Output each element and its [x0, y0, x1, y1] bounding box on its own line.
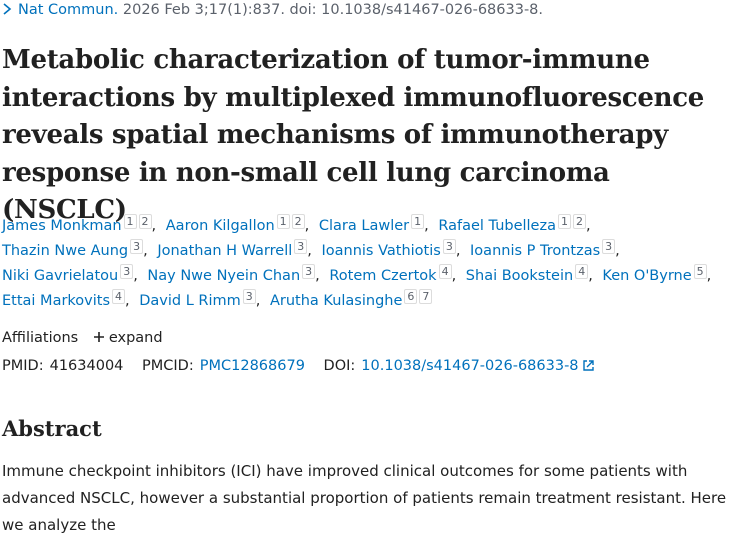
expand-toggle[interactable]: expand — [93, 330, 163, 346]
author: Clara Lawler 1, — [318, 214, 434, 234]
pmid-value: 41634004 — [49, 358, 124, 374]
author-name[interactable]: Ken O'Byrne — [602, 268, 692, 284]
author: Ken O'Byrne 5, — [602, 264, 716, 284]
author: Arutha Kulasinghe 6 7 — [269, 289, 433, 309]
author: Shai Bookstein 4, — [465, 264, 598, 284]
affiliation-number[interactable]: 3 — [120, 264, 134, 279]
author-separator: , — [315, 268, 320, 284]
affiliation-number[interactable]: 3 — [294, 239, 308, 254]
affiliation-number[interactable]: 7 — [419, 289, 433, 304]
page: {"citation": {"journal": "Nat Commun.", … — [2, 2, 742, 534]
author-separator: , — [133, 268, 138, 284]
author-list: James Monkman 1 2, Aaron Kilgallon 1 2, Clar… — [2, 214, 742, 314]
author-name[interactable]: Ioannis Vathiotis — [321, 243, 441, 259]
author-separator: , — [143, 243, 148, 259]
author-name[interactable]: Jonathan H Warrell — [157, 243, 293, 259]
author-separator: , — [455, 243, 461, 259]
affiliation-number[interactable]: 4 — [438, 264, 452, 279]
doi-link[interactable]: 10.1038/s41467-026-68633-8 — [361, 358, 579, 374]
author: Rafael Tubelleza 1 2, — [438, 214, 595, 234]
author-separator: , — [424, 218, 429, 234]
affiliation-number[interactable]: 1 — [557, 214, 571, 229]
author: Ettai Markovits 4, — [2, 289, 135, 309]
affiliation-number[interactable]: 4 — [575, 264, 589, 279]
affiliation-number[interactable]: 5 — [693, 264, 707, 279]
author: Ioannis Vathiotis 3, — [321, 239, 465, 259]
author-name[interactable]: Nay Nwe Nyein Chan — [147, 268, 301, 284]
doi: DOI: 10.1038/s41467-026-68633-8 — [324, 358, 595, 374]
affiliation-number[interactable]: 3 — [442, 239, 456, 254]
citation-details: 2026 Feb 3;17(1):837. doi: 10.1038/s4146… — [122, 2, 544, 18]
expand-label[interactable]: expand — [108, 330, 163, 346]
abstract-heading: Abstract — [2, 416, 102, 441]
author-name[interactable]: Ettai Markovits — [2, 293, 111, 309]
author-name[interactable]: Shai Bookstein — [465, 268, 574, 284]
affiliation-number[interactable]: 1 — [276, 214, 290, 229]
pmcid-link[interactable]: PMC12868679 — [199, 358, 305, 374]
page-body: Nat Commun. 2026 Feb 3;17(1):837. doi: 1… — [2, 2, 742, 534]
author-name[interactable]: Ioannis P Trontzas — [470, 243, 601, 259]
affiliation-number[interactable]: 3 — [302, 264, 316, 279]
citation: Nat Commun. 2026 Feb 3;17(1):837. doi: 1… — [2, 2, 543, 18]
plus-icon — [93, 332, 104, 342]
author-name[interactable]: Rotem Czertok — [329, 268, 437, 284]
article-title: Metabolic characterization of tumor-immu… — [2, 45, 705, 225]
author: Jonathan H Warrell 3, — [157, 239, 317, 259]
affiliations-label: Affiliations — [2, 330, 79, 346]
author: Nay Nwe Nyein Chan 3, — [147, 264, 324, 284]
affiliation-number[interactable]: 1 — [411, 214, 425, 229]
author: Niki Gavrielatou 3, — [2, 264, 143, 284]
author-name[interactable]: Arutha Kulasinghe — [269, 293, 403, 309]
author-name[interactable]: Clara Lawler — [318, 218, 410, 234]
doi-label: DOI: — [323, 358, 356, 374]
affiliation-number[interactable]: 2 — [138, 214, 152, 229]
author: Thazin Nwe Aung 3, — [2, 239, 153, 259]
pmid: PMID: 41634004 — [2, 358, 123, 374]
affiliations-row: Affiliations expand — [2, 330, 163, 346]
affiliation-number[interactable]: 4 — [112, 289, 126, 304]
author: James Monkman 1 2, — [2, 214, 161, 234]
author-separator: , — [615, 243, 620, 259]
pmcid-label: PMCID: — [142, 358, 194, 374]
author: Aaron Kilgallon 1 2, — [165, 214, 315, 234]
affiliation-number[interactable]: 1 — [123, 214, 137, 229]
abstract-text: Immune checkpoint inhibitors (ICI) have … — [2, 462, 727, 534]
author-separator: , — [255, 293, 261, 309]
author-name[interactable]: Rafael Tubelleza — [438, 218, 556, 234]
affiliation-number[interactable]: 3 — [242, 289, 256, 304]
author-separator: , — [307, 243, 312, 259]
author-name[interactable]: James Monkman — [2, 218, 122, 234]
affiliation-number[interactable]: 3 — [602, 239, 616, 254]
author-separator: , — [585, 218, 591, 234]
affiliation-number[interactable]: 6 — [404, 289, 418, 304]
journal-link[interactable]: Nat Commun. — [18, 2, 119, 18]
affiliation-number[interactable]: 3 — [130, 239, 144, 254]
author-separator: , — [125, 293, 130, 309]
pmcid: PMCID: PMC12868679 — [142, 358, 305, 374]
identifiers: PMID: 41634004 PMCID: PMC12868679 DOI: 10.1… — [2, 358, 609, 374]
author-separator: , — [151, 218, 157, 234]
author: David L Rimm 3, — [139, 289, 265, 309]
author-name[interactable]: Niki Gavrielatou — [2, 268, 119, 284]
author: Ioannis P Trontzas 3, — [470, 239, 625, 259]
chevron-icon — [3, 3, 12, 15]
author-name[interactable]: David L Rimm — [139, 293, 241, 309]
external-link-icon — [582, 360, 594, 371]
author-separator: , — [304, 218, 310, 234]
author-name[interactable]: Aaron Kilgallon — [165, 218, 275, 234]
author-separator: , — [588, 268, 593, 284]
affiliation-number[interactable]: 2 — [291, 214, 305, 229]
author-separator: , — [451, 268, 457, 284]
pmid-label: PMID: — [2, 358, 44, 374]
author-separator: , — [706, 268, 712, 284]
affiliation-number[interactable]: 2 — [572, 214, 586, 229]
author-name[interactable]: Thazin Nwe Aung — [2, 243, 129, 259]
author: Rotem Czertok 4, — [329, 264, 461, 284]
